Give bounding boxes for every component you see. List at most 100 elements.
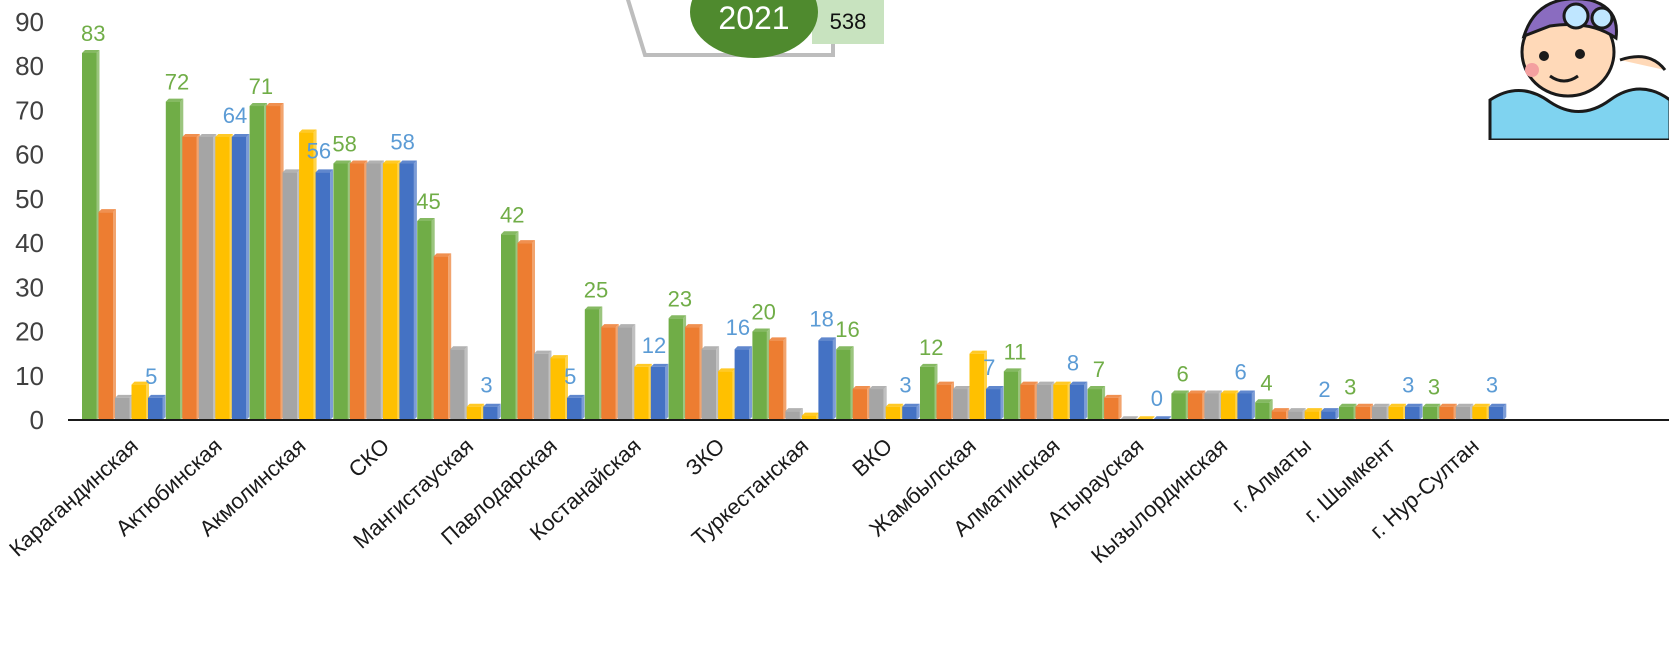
y-axis: 0 10 20 30 40 50 60 70 80 90 bbox=[15, 7, 44, 435]
bar-top bbox=[131, 381, 149, 385]
data-label-last: 8 bbox=[1067, 351, 1079, 376]
bar-side bbox=[113, 209, 116, 420]
bar bbox=[1472, 406, 1487, 420]
bar bbox=[1255, 402, 1270, 420]
bar bbox=[1355, 406, 1370, 420]
bar-top bbox=[734, 346, 753, 350]
data-label-last: 7 bbox=[983, 355, 995, 380]
y-tick-label: 10 bbox=[15, 361, 44, 391]
bar-top bbox=[718, 368, 736, 372]
x-tick-label: ВКО bbox=[847, 433, 897, 481]
bar bbox=[1171, 393, 1186, 420]
bar bbox=[1069, 384, 1085, 420]
data-label-first: 12 bbox=[919, 335, 943, 360]
bar-side bbox=[162, 394, 166, 420]
bar-top bbox=[382, 160, 401, 164]
bar bbox=[1488, 406, 1504, 420]
bar-top bbox=[818, 337, 836, 341]
y-tick-label: 50 bbox=[15, 184, 44, 214]
data-label-last: 16 bbox=[726, 315, 750, 340]
bar bbox=[82, 52, 97, 420]
bar-side bbox=[1503, 403, 1507, 420]
bar-top bbox=[584, 306, 603, 310]
bar-top bbox=[349, 160, 368, 164]
bar bbox=[953, 389, 968, 420]
data-label-last: 5 bbox=[145, 364, 157, 389]
data-label-last: 3 bbox=[1402, 373, 1414, 398]
data-label-last: 64 bbox=[223, 103, 247, 128]
bar-side bbox=[1118, 394, 1122, 420]
bar bbox=[1237, 393, 1252, 420]
bars bbox=[82, 49, 1507, 421]
bar bbox=[1271, 411, 1287, 420]
bar-side bbox=[1419, 403, 1423, 420]
bar-top bbox=[852, 386, 871, 390]
bar-side bbox=[1335, 408, 1339, 420]
bar-top bbox=[634, 363, 652, 367]
bar bbox=[734, 349, 750, 420]
bar-top bbox=[1321, 408, 1339, 412]
bar-top bbox=[1472, 403, 1490, 407]
bar bbox=[701, 349, 717, 420]
bar-top bbox=[617, 324, 636, 328]
bar bbox=[936, 384, 951, 420]
bar bbox=[567, 397, 582, 420]
data-label-first: 72 bbox=[165, 70, 189, 95]
data-label-first: 20 bbox=[751, 300, 775, 325]
bar-top bbox=[417, 218, 435, 221]
bar-side bbox=[783, 337, 787, 420]
data-label-first: 11 bbox=[1004, 339, 1027, 364]
bar-top bbox=[1405, 403, 1423, 407]
data-label-first: 6 bbox=[1177, 361, 1189, 386]
bar bbox=[517, 243, 532, 420]
data-label-first: 16 bbox=[835, 317, 859, 342]
bar bbox=[752, 331, 767, 420]
bar-top bbox=[466, 403, 485, 407]
bar-top bbox=[231, 133, 250, 137]
bar bbox=[550, 358, 565, 420]
bar bbox=[768, 340, 784, 420]
bar bbox=[466, 406, 482, 420]
data-label-first: 4 bbox=[1260, 370, 1272, 395]
bar bbox=[148, 397, 163, 420]
bar-side bbox=[665, 363, 669, 420]
bar bbox=[885, 406, 901, 420]
bar-top bbox=[1488, 403, 1507, 407]
data-label-last: 3 bbox=[899, 373, 911, 398]
bar bbox=[215, 136, 230, 420]
data-label-first: 23 bbox=[668, 286, 692, 311]
y-tick-label: 60 bbox=[15, 140, 44, 170]
bar bbox=[818, 340, 833, 420]
bar-top bbox=[483, 403, 501, 407]
bar-top bbox=[1187, 390, 1206, 394]
bar bbox=[1053, 384, 1068, 420]
bar bbox=[869, 389, 884, 420]
bar-top bbox=[215, 133, 233, 137]
bar bbox=[634, 366, 649, 420]
bar bbox=[1372, 406, 1387, 420]
bar bbox=[333, 163, 348, 420]
bar-top bbox=[450, 346, 468, 350]
y-tick-label: 70 bbox=[15, 95, 44, 125]
bar bbox=[1288, 411, 1303, 420]
bar-top bbox=[752, 328, 770, 332]
bar-top bbox=[1120, 416, 1139, 420]
bar-top bbox=[668, 315, 687, 319]
bar-top bbox=[115, 394, 133, 398]
bar bbox=[718, 371, 733, 420]
bar bbox=[1020, 384, 1035, 420]
bar bbox=[1104, 397, 1119, 420]
bar-top bbox=[165, 98, 184, 102]
bar bbox=[1003, 371, 1019, 420]
bar-top bbox=[82, 49, 100, 53]
bar bbox=[366, 163, 381, 420]
bar-top bbox=[601, 324, 619, 328]
data-label-first: 25 bbox=[584, 277, 608, 302]
x-tick-label: ЗКО bbox=[681, 433, 730, 480]
bar-top bbox=[836, 346, 854, 350]
data-label-first: 71 bbox=[249, 74, 273, 99]
bar-top bbox=[1255, 399, 1273, 403]
bar-top bbox=[1388, 403, 1406, 407]
